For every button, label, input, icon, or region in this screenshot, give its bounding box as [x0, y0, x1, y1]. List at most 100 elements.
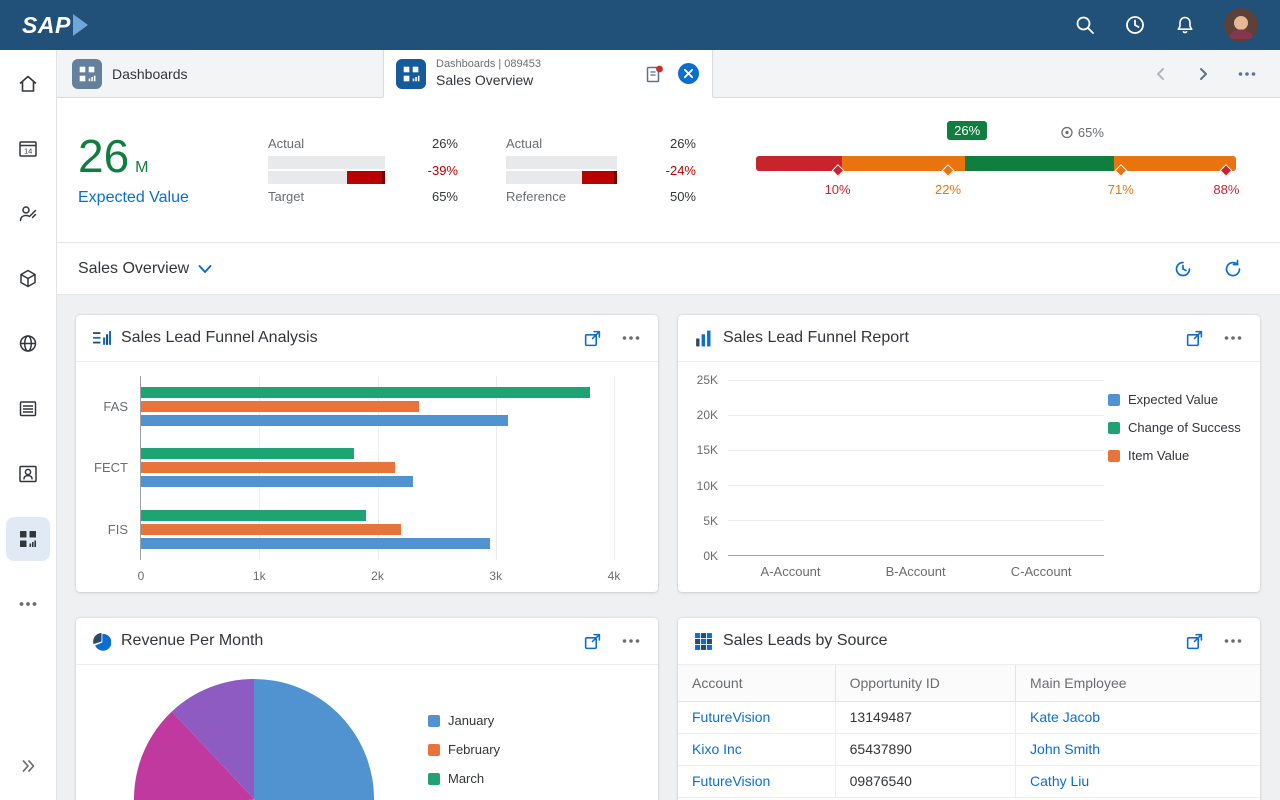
user-edit-icon	[19, 206, 37, 222]
card-sales-lead-funnel-report: Sales Lead Funnel Report 25K 20K 15K 10K 5K 0…	[678, 315, 1260, 592]
funnel-report-chart: 25K 20K 15K 10K 5K 0K A-Account B-Account C-Acco…	[678, 362, 1260, 592]
sidebar-item-dashboards[interactable]	[6, 517, 50, 561]
side-navigation: 14	[0, 50, 56, 800]
section-title-dropdown[interactable]: Sales Overview	[78, 260, 212, 278]
double-chevron-right-icon	[22, 760, 35, 772]
employee-link[interactable]: Cathy Liu	[1030, 773, 1090, 789]
gridline	[728, 450, 1104, 451]
range-marker-label: 10%	[824, 182, 851, 197]
value-axis: 25K 20K 15K 10K 5K 0K	[692, 373, 728, 563]
bar	[141, 401, 419, 413]
range-segment	[1113, 156, 1236, 171]
axis-tick: 2k	[371, 569, 384, 583]
sap-logo[interactable]: SAP	[22, 12, 88, 39]
tabs-scroll-left-button[interactable]	[1152, 65, 1170, 83]
kpi-header-band: 26 M Expected Value Actual 26% -39%	[56, 98, 1280, 243]
sidebar-item-products[interactable]	[6, 257, 50, 301]
card-title: Revenue Per Month	[121, 632, 264, 649]
sidebar-item-home[interactable]	[6, 62, 50, 106]
legend-swatch	[428, 743, 440, 756]
sidebar-item-user-edit[interactable]	[6, 192, 50, 236]
section-title: Sales Overview	[78, 259, 190, 277]
table-row: FutureVision 09876540 Cathy Liu	[678, 765, 1260, 798]
column-header: Account	[678, 665, 836, 702]
pie-legend: JanuaryFebruaryMarchAprilMay	[428, 713, 500, 800]
search-button[interactable]	[1074, 14, 1096, 36]
bell-icon	[1177, 16, 1193, 34]
close-tab-button[interactable]	[677, 62, 700, 85]
delta-bottom-label: Reference	[506, 189, 566, 204]
gridline	[728, 415, 1104, 416]
card-overflow-button[interactable]	[1222, 630, 1244, 652]
chevron-down-icon	[198, 264, 212, 273]
legend-label: March	[448, 771, 485, 786]
refresh-button[interactable]	[1222, 258, 1244, 280]
legend-label: Expected Value	[1128, 392, 1219, 407]
clock-icon	[1126, 16, 1144, 34]
bars	[141, 376, 614, 560]
sidebar-item-calendar[interactable]: 14	[6, 127, 50, 171]
overflow-icon	[1224, 639, 1242, 643]
sidebar-item-more[interactable]	[6, 582, 50, 626]
open-in-window-button[interactable]	[1185, 632, 1204, 651]
sidebar-expand-button[interactable]	[6, 744, 50, 788]
shell-actions	[1074, 8, 1258, 42]
tab-sales-overview[interactable]: Dashboards | 089453 Sales Overview	[383, 50, 713, 98]
notifications-button[interactable]	[1174, 14, 1196, 36]
tab-alert-button[interactable]	[643, 63, 665, 85]
kpi-headline[interactable]: 26 M Expected Value	[78, 133, 228, 207]
open-in-window-button[interactable]	[1185, 329, 1204, 348]
tabs-scroll-right-button[interactable]	[1194, 65, 1212, 83]
tab-dashboards[interactable]: Dashboards	[56, 50, 383, 97]
delta-value: -24%	[665, 162, 696, 178]
card-revenue-per-month: Revenue Per Month JanuaryFebruaryMarchAp…	[76, 618, 658, 800]
category-label: C-Account	[1010, 563, 1072, 579]
card-overflow-button[interactable]	[620, 327, 642, 349]
legend-label: Change of Success	[1128, 420, 1241, 435]
axis-tick: 0	[137, 569, 145, 583]
legend-item: February	[428, 742, 500, 757]
card-sales-leads-by-source: Sales Leads by Source Account Opportunity…	[678, 618, 1260, 800]
legend-label: February	[448, 742, 501, 757]
range-segment	[756, 156, 843, 171]
axis-tick: 1k	[252, 569, 266, 583]
card-overflow-button[interactable]	[620, 630, 642, 652]
employee-link[interactable]: Kate Jacob	[1030, 709, 1101, 725]
open-in-window-button[interactable]	[583, 329, 602, 348]
sidebar-item-customers[interactable]	[6, 452, 50, 496]
dashboard-grid: Sales Lead Funnel Analysis FAS FECT FIS 0 1k…	[56, 295, 1280, 800]
sidebar-item-list[interactable]	[6, 387, 50, 431]
revenue-pie-chart: JanuaryFebruaryMarchAprilMay	[76, 665, 658, 800]
bar-group	[141, 448, 614, 488]
recent-activities-button[interactable]	[1124, 14, 1146, 36]
chevron-left-icon	[1157, 67, 1164, 80]
opportunity-id-cell: 09876540	[835, 765, 1017, 798]
tabs-overflow-button[interactable]	[1236, 63, 1258, 85]
account-link[interactable]: Kixo Inc	[692, 741, 742, 757]
bar	[141, 476, 413, 488]
sidebar-item-globe[interactable]	[6, 322, 50, 366]
table-grid-icon	[695, 632, 712, 650]
legend-item: January	[428, 713, 500, 728]
column-header: Opportunity ID	[835, 665, 1017, 702]
axis-tick: 25K	[696, 373, 718, 387]
account-cell: FutureVision	[678, 765, 836, 798]
avatar[interactable]	[1224, 8, 1258, 42]
account-link[interactable]: FutureVision	[692, 773, 771, 789]
column-chart-icon	[696, 330, 711, 346]
leads-table: Account Opportunity ID Main Employee Future…	[678, 665, 1260, 798]
tab-text: Dashboards | 089453 Sales Overview	[436, 58, 633, 89]
pending-refresh-button[interactable]	[1172, 258, 1194, 280]
employee-link[interactable]: John Smith	[1030, 741, 1101, 757]
delta-bars	[268, 156, 414, 184]
legend-swatch	[428, 714, 440, 727]
legend-item: Item Value	[1108, 448, 1252, 463]
range-bar	[756, 156, 1236, 171]
dashboards-tile-icon	[72, 58, 102, 89]
open-in-window-button[interactable]	[583, 632, 602, 651]
account-link[interactable]: FutureVision	[692, 709, 771, 725]
bar	[141, 387, 591, 399]
delta-value: -39%	[427, 162, 458, 178]
legend-swatch	[1108, 393, 1120, 406]
card-overflow-button[interactable]	[1222, 327, 1244, 349]
